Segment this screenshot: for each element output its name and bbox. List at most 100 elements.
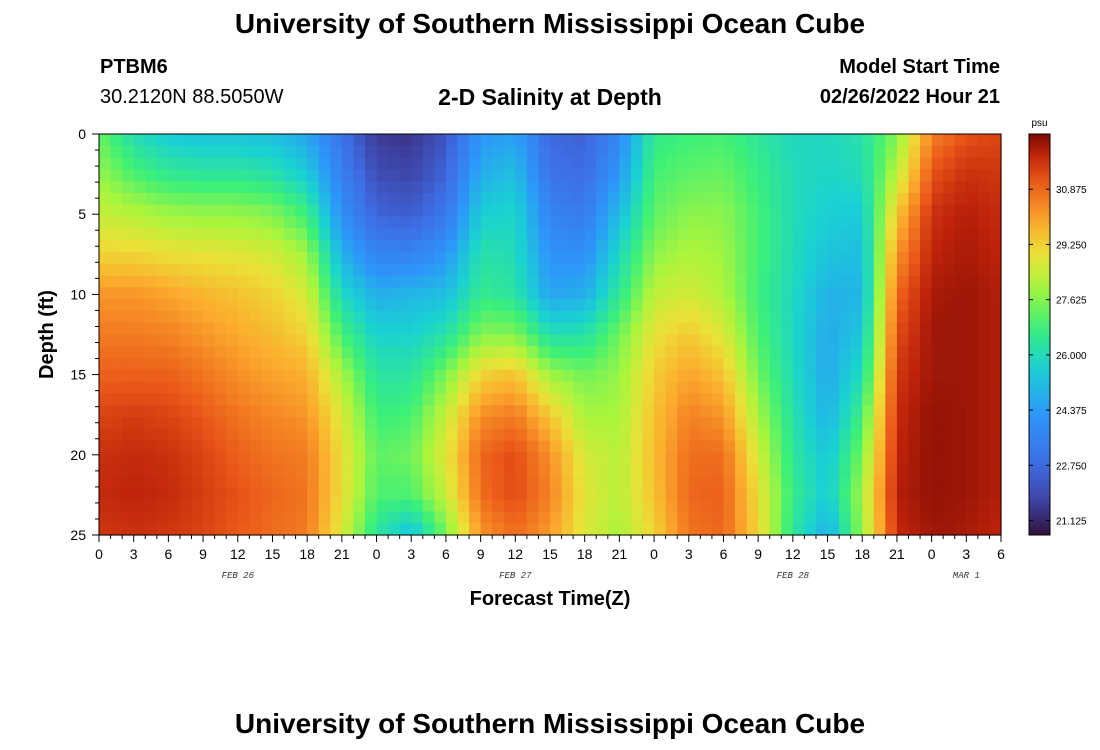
- heatmap-cell: [966, 169, 979, 182]
- heatmap-cell: [781, 157, 794, 170]
- heatmap-cell: [885, 405, 898, 418]
- heatmap-cell: [827, 523, 840, 536]
- heatmap-cell: [330, 428, 343, 442]
- heatmap-cell: [885, 511, 898, 524]
- heatmap-cell: [133, 275, 146, 288]
- model-start-label: Model Start Time: [839, 56, 1000, 78]
- heatmap-cell: [249, 204, 262, 218]
- heatmap-cell: [237, 275, 250, 288]
- heatmap-cell: [630, 157, 644, 170]
- heatmap-cell: [330, 511, 343, 524]
- heatmap-cell: [665, 381, 678, 395]
- heatmap-cell: [977, 263, 991, 277]
- heatmap-cell: [850, 134, 863, 147]
- heatmap-cell: [341, 334, 355, 347]
- heatmap-cell: [885, 275, 898, 288]
- x-tick-label: 0: [95, 546, 103, 562]
- heatmap-cell: [769, 428, 782, 442]
- heatmap-cell: [596, 464, 609, 477]
- heatmap-cell: [619, 204, 632, 218]
- heatmap-cell: [654, 358, 667, 371]
- heatmap-cell: [989, 464, 1002, 477]
- heatmap-cell: [364, 428, 378, 442]
- heatmap-cell: [665, 145, 678, 159]
- heatmap-cell: [850, 240, 863, 253]
- heatmap-cell: [145, 263, 158, 277]
- heatmap-cell: [607, 322, 620, 336]
- heatmap-cell: [607, 381, 620, 395]
- heatmap-cell: [607, 310, 620, 324]
- heatmap-cell: [665, 181, 678, 194]
- heatmap-cell: [480, 358, 493, 371]
- heatmap-cell: [284, 299, 297, 312]
- heatmap-cell: [469, 216, 482, 229]
- heatmap-cell: [133, 169, 146, 182]
- heatmap-cell: [827, 334, 840, 347]
- heatmap-cell: [341, 428, 355, 442]
- heatmap-cell: [168, 181, 181, 194]
- heatmap-cell: [318, 346, 331, 359]
- heatmap-cell: [665, 487, 678, 501]
- heatmap-cell: [272, 487, 285, 501]
- heatmap-cell: [873, 181, 886, 194]
- heatmap-cell: [573, 476, 586, 489]
- y-axis-title: Depth (ft): [36, 290, 58, 379]
- heatmap-cell: [145, 511, 158, 524]
- heatmap-cell: [815, 334, 829, 347]
- heatmap-cell: [237, 369, 250, 383]
- heatmap-cell: [434, 523, 447, 536]
- heatmap-cell: [827, 511, 840, 524]
- heatmap-cell: [191, 275, 204, 288]
- heatmap-cell: [630, 251, 644, 265]
- heatmap-cell: [156, 428, 169, 442]
- heatmap-cell: [596, 358, 609, 371]
- heatmap-cell: [399, 157, 412, 170]
- heatmap-cell: [862, 157, 875, 170]
- heatmap-cell: [908, 287, 921, 300]
- heatmap-cell: [758, 192, 771, 206]
- heatmap-cell: [376, 181, 389, 194]
- heatmap-cell: [850, 346, 863, 359]
- heatmap-cell: [341, 310, 355, 324]
- heatmap-cell: [815, 417, 829, 430]
- heatmap-cell: [422, 192, 435, 206]
- heatmap-cell: [665, 251, 678, 265]
- heatmap-cell: [792, 240, 806, 253]
- heatmap-cell: [179, 405, 193, 418]
- heatmap-cell: [203, 181, 216, 194]
- heatmap-cell: [815, 487, 829, 501]
- heatmap-cell: [943, 346, 956, 359]
- heatmap-cell: [145, 192, 158, 206]
- heatmap-cell: [284, 157, 297, 170]
- heatmap-cell: [607, 263, 620, 277]
- heatmap-cell: [399, 452, 412, 465]
- heatmap-cell: [596, 346, 609, 359]
- heatmap-cell: [353, 464, 366, 477]
- heatmap-cell: [272, 393, 285, 406]
- heatmap-cell: [179, 263, 193, 277]
- heatmap-cell: [168, 417, 181, 430]
- heatmap-cell: [145, 228, 158, 241]
- heatmap-cell: [526, 169, 540, 182]
- heatmap-cell: [885, 464, 898, 477]
- heatmap-cell: [133, 476, 146, 489]
- heatmap-cell: [573, 499, 586, 513]
- heatmap-cell: [781, 405, 794, 418]
- heatmap-cell: [330, 228, 343, 241]
- heatmap-cell: [619, 334, 632, 347]
- heatmap-cell: [989, 381, 1002, 395]
- heatmap-cell: [214, 145, 227, 159]
- heatmap-cell: [677, 299, 690, 312]
- heatmap-cell: [284, 334, 297, 347]
- heatmap-cell: [896, 216, 910, 229]
- heatmap-cell: [469, 405, 482, 418]
- heatmap-cell: [145, 287, 158, 300]
- heatmap-cell: [781, 417, 794, 430]
- heatmap-cell: [989, 157, 1002, 170]
- heatmap-cell: [677, 464, 690, 477]
- heatmap-cell: [364, 228, 378, 241]
- heatmap-cell: [515, 322, 528, 336]
- heatmap-cell: [318, 181, 331, 194]
- heatmap-cell: [515, 134, 528, 147]
- heatmap-cell: [260, 346, 274, 359]
